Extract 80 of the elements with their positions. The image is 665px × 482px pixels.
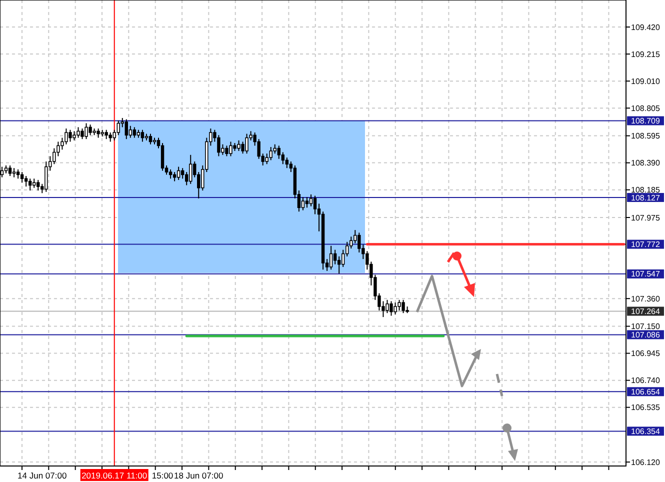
candlestick xyxy=(265,153,268,165)
candlestick xyxy=(189,154,192,184)
candlestick xyxy=(8,164,12,176)
y-tick-label: 109.215 xyxy=(631,50,661,59)
candlestick xyxy=(394,302,397,315)
candlestick xyxy=(28,178,32,191)
candlestick xyxy=(108,132,112,142)
candlestick xyxy=(88,124,92,136)
candlestick xyxy=(337,256,341,274)
candlestick xyxy=(329,245,333,270)
y-tick-label: 106.120 xyxy=(631,458,661,467)
candlestick xyxy=(390,300,393,316)
x-tick-label: 14 Jun 07:00 xyxy=(18,470,67,480)
candlestick xyxy=(245,133,248,154)
candlestick xyxy=(398,299,401,311)
candlestick xyxy=(64,128,68,145)
ref-line-label: 107.264 xyxy=(631,307,661,316)
candlestick xyxy=(20,172,24,184)
candlestick xyxy=(148,133,152,145)
candlestick xyxy=(96,128,100,138)
candlestick xyxy=(229,141,232,157)
ref-line-label: 107.547 xyxy=(631,270,661,279)
candlestick xyxy=(24,175,28,188)
y-tick-label: 107.975 xyxy=(631,213,661,222)
candlestick xyxy=(12,168,16,178)
y-tick-label: 106.740 xyxy=(631,376,661,386)
candlestick xyxy=(140,129,144,142)
x-tick-label: 2019.06.17 11:00 xyxy=(82,470,148,480)
candlestick xyxy=(386,299,389,314)
y-tick-label: 108.595 xyxy=(631,132,661,141)
ref-line-label: 108.127 xyxy=(631,193,661,202)
y-tick-label: 108.185 xyxy=(631,186,661,195)
candlestick xyxy=(273,144,276,154)
y-tick-label: 106.945 xyxy=(631,349,661,358)
candlestick xyxy=(128,125,132,138)
candlestick xyxy=(269,146,272,161)
candlestick xyxy=(80,128,84,140)
candlestick xyxy=(333,249,337,265)
candlestick xyxy=(176,166,180,180)
candlestick xyxy=(104,129,108,140)
candlestick xyxy=(305,196,309,208)
ref-line-label: 107.086 xyxy=(631,330,661,340)
candlestick xyxy=(217,134,220,157)
candlestick xyxy=(301,196,305,211)
candlestick xyxy=(281,152,285,165)
candlestick xyxy=(84,122,88,140)
y-tick-label: 108.390 xyxy=(631,158,661,168)
candlestick xyxy=(68,129,72,142)
candlestick xyxy=(168,168,172,180)
candlestick xyxy=(241,141,244,154)
candlestick xyxy=(341,249,345,268)
candlestick xyxy=(237,140,240,152)
candlestick xyxy=(180,168,184,180)
y-tick-label: 109.010 xyxy=(631,76,661,86)
candlestick xyxy=(160,142,164,172)
ref-line-label: 106.354 xyxy=(631,427,661,436)
x-tick-label: 15:00 xyxy=(152,470,174,480)
candlestick xyxy=(32,178,36,188)
y-tick-label: 106.535 xyxy=(631,403,661,412)
candlestick xyxy=(16,168,20,180)
y-tick-label: 109.420 xyxy=(631,22,661,32)
x-tick-label: 18 Jun 07:00 xyxy=(174,470,224,480)
candlestick xyxy=(36,179,40,191)
candlestick xyxy=(132,126,136,138)
y-tick-label: 108.805 xyxy=(631,104,661,113)
y-tick-label: 107.360 xyxy=(631,294,661,304)
candlestick xyxy=(309,194,313,207)
candlestick xyxy=(277,145,280,160)
ref-line-label: 108.709 xyxy=(631,116,661,126)
ref-line-label: 107.772 xyxy=(631,240,661,250)
ref-line-label: 106.654 xyxy=(631,387,661,396)
y-tick-label: 107.150 xyxy=(631,322,661,332)
candlestick xyxy=(124,118,128,140)
candlestick xyxy=(402,299,405,314)
candlestick xyxy=(116,120,120,136)
candlestick xyxy=(72,130,76,141)
candlestick xyxy=(76,126,80,138)
candlestick xyxy=(225,145,228,157)
candlestick xyxy=(285,157,289,169)
candlestick xyxy=(313,195,317,215)
